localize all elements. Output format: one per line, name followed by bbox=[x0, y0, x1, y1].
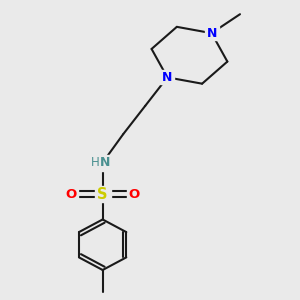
Bar bbox=[95, 186, 110, 202]
Bar bbox=[205, 26, 218, 40]
Text: N: N bbox=[162, 71, 172, 84]
Bar bbox=[91, 155, 115, 170]
Text: H: H bbox=[91, 156, 100, 169]
Text: N: N bbox=[100, 156, 110, 169]
Text: N: N bbox=[206, 27, 217, 40]
Bar bbox=[160, 70, 174, 84]
Text: O: O bbox=[65, 188, 77, 201]
Bar bbox=[64, 187, 78, 201]
Text: S: S bbox=[98, 187, 108, 202]
Text: O: O bbox=[129, 188, 140, 201]
Bar bbox=[127, 187, 141, 201]
